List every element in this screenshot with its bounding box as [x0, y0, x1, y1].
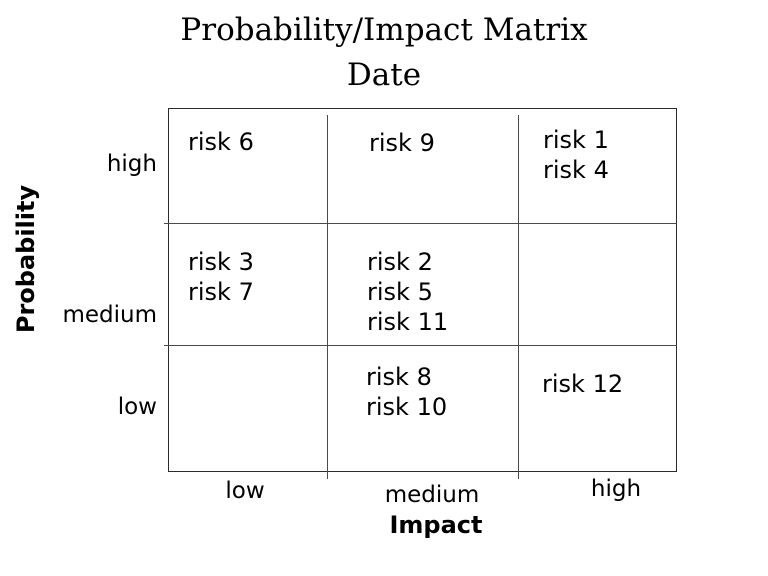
grid-column-line: [518, 115, 519, 479]
cell-medium-medium: risk 2 risk 5 risk 11: [367, 247, 448, 337]
risk-label: risk 9: [369, 129, 435, 157]
risk-label: risk 3: [188, 248, 254, 276]
y-tick-medium: medium: [62, 302, 157, 328]
risk-label: risk 10: [366, 393, 448, 421]
risk-label: risk 4: [543, 156, 609, 184]
cell-medium-low: risk 3 risk 7: [188, 247, 254, 307]
x-tick-low: low: [225, 478, 265, 504]
risk-label: risk 8: [366, 363, 432, 391]
x-tick-medium: medium: [384, 482, 480, 508]
y-tick-low: low: [117, 394, 157, 420]
figure-title: Probability/Impact Matrix: [180, 12, 588, 48]
risk-label: risk 6: [188, 128, 254, 156]
matrix-grid: risk 6 risk 9 risk 1 risk 4 risk 3 risk …: [164, 108, 677, 479]
risk-label: risk 12: [542, 370, 624, 398]
figure-subtitle: Date: [346, 57, 422, 93]
cell-high-medium: risk 9: [369, 128, 435, 158]
y-tick-high: high: [106, 151, 157, 177]
grid-row-line: [164, 223, 677, 224]
cell-high-high: risk 1 risk 4: [543, 125, 609, 185]
risk-label: risk 1: [543, 126, 609, 154]
cell-high-low: risk 6: [188, 127, 254, 157]
risk-label: risk 11: [367, 308, 449, 336]
risk-label: risk 7: [188, 278, 254, 306]
grid-column-line: [327, 115, 328, 479]
grid-row-line: [164, 345, 677, 346]
cell-low-high: risk 12: [542, 369, 623, 399]
risk-label: risk 2: [367, 248, 433, 276]
cell-low-medium: risk 8 risk 10: [366, 362, 447, 422]
x-tick-high: high: [590, 476, 642, 502]
risk-label: risk 5: [367, 278, 433, 306]
x-axis-label: Impact: [389, 511, 483, 539]
